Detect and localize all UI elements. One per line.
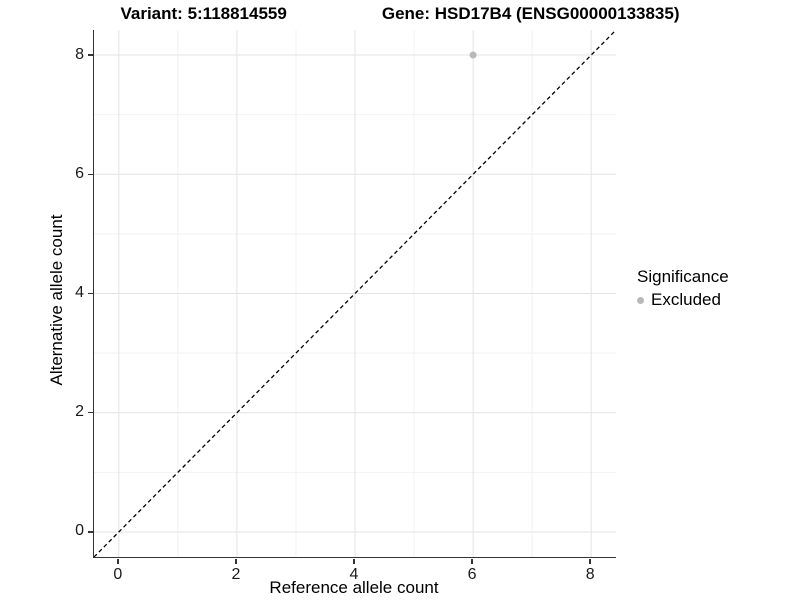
x-axis-title: Reference allele count bbox=[269, 578, 439, 597]
y-tick-mark bbox=[88, 54, 93, 56]
y-tick-mark bbox=[88, 531, 93, 533]
y-tick-label: 2 bbox=[75, 403, 84, 421]
data-point bbox=[469, 51, 477, 59]
x-tick-mark bbox=[353, 558, 355, 564]
legend-item-label: Excluded bbox=[651, 290, 721, 309]
legend-key-dot-icon bbox=[637, 296, 644, 304]
plot-canvas bbox=[94, 30, 616, 557]
x-tick-mark bbox=[235, 558, 237, 564]
x-tick-label: 2 bbox=[231, 566, 241, 583]
y-tick-mark bbox=[88, 411, 93, 414]
legend-items: Excluded bbox=[637, 290, 729, 310]
plot-title-gene: Gene: HSD17B4 (ENSG00000133835) bbox=[381, 4, 680, 23]
y-tick-label: 8 bbox=[75, 45, 84, 63]
plot-panel bbox=[93, 30, 616, 558]
legend-item: Excluded bbox=[637, 290, 729, 310]
y-tick-mark bbox=[88, 292, 93, 295]
y-tick-label: 4 bbox=[75, 284, 84, 301]
y-tick-label: 0 bbox=[75, 522, 84, 540]
x-tick-label: 6 bbox=[467, 566, 477, 583]
x-tick-label: 8 bbox=[585, 566, 595, 583]
x-tick-label: 0 bbox=[113, 566, 123, 583]
legend-title: Significance bbox=[637, 267, 729, 286]
plot-title-variant: Variant: 5:118814559 bbox=[120, 4, 287, 23]
y-tick-mark bbox=[88, 173, 93, 176]
identity-line bbox=[94, 30, 616, 557]
x-tick-mark bbox=[589, 558, 591, 564]
legend: Significance Excluded bbox=[637, 267, 729, 310]
y-tick-label: 6 bbox=[75, 164, 84, 182]
x-tick-label: 4 bbox=[349, 566, 359, 583]
x-tick-mark bbox=[117, 558, 119, 564]
x-tick-mark bbox=[471, 558, 473, 564]
plot-title: Variant: 5:118814559 Gene: HSD17B4 (ENSG… bbox=[0, 4, 800, 24]
